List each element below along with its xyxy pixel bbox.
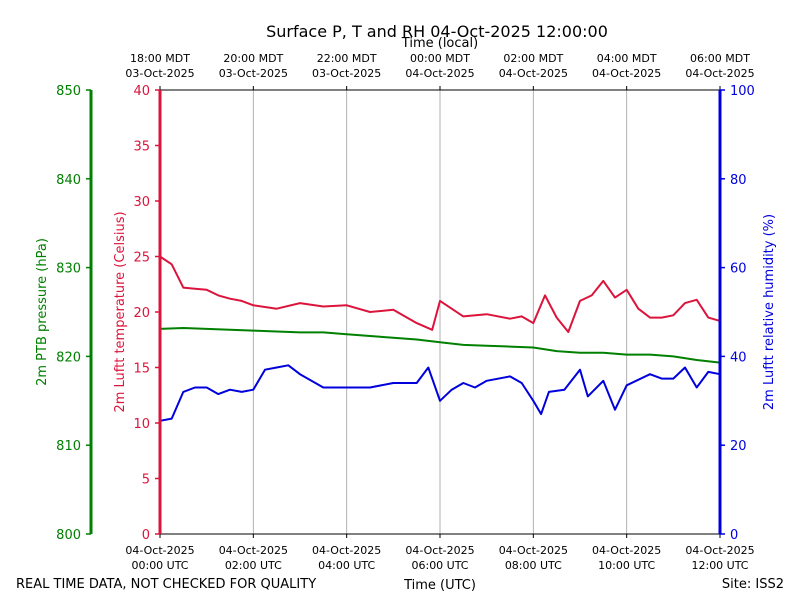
pressure-tick-label: 800 — [56, 528, 81, 543]
site-label: Site: ISS2 — [722, 577, 784, 592]
temperature-tick-label: 0 — [142, 528, 150, 543]
grid-layer — [252, 90, 628, 534]
top-tick-date: 04-Oct-2025 — [499, 67, 568, 80]
quality-disclaimer: REAL TIME DATA, NOT CHECKED FOR QUALITY — [16, 577, 316, 592]
humidity-axis-title: 2m Luftt relative humidity (%) — [762, 214, 777, 410]
bottom-tick-date: 04-Oct-2025 — [685, 544, 754, 557]
temperature-tick-label: 20 — [133, 306, 150, 321]
temperature-axis-title: 2m Luftt temperature (Celsius) — [113, 211, 128, 412]
bottom-tick-time: 10:00 UTC — [598, 559, 655, 572]
humidity-series-line — [159, 364, 721, 422]
humidity-tick-label: 60 — [730, 262, 747, 277]
bottom-tick-date: 04-Oct-2025 — [312, 544, 381, 557]
top-tick-date: 04-Oct-2025 — [685, 67, 754, 80]
bottom-axis-title: Time (UTC) — [403, 578, 476, 593]
bottom-tick-time: 08:00 UTC — [505, 559, 562, 572]
axes-layer: 04-Oct-2025 00:00 UTC 04-Oct-2025 02:00 UTC… — [56, 52, 755, 572]
pressure-tick-label: 810 — [56, 439, 81, 454]
temperature-tick-label: 40 — [133, 84, 150, 99]
humidity-tick-label: 0 — [730, 528, 738, 543]
humidity-tick-label: 20 — [730, 439, 747, 454]
temperature-tick-label: 10 — [133, 417, 150, 432]
top-tick-time: 02:00 MDT — [503, 52, 563, 65]
top-tick-time: 00:00 MDT — [410, 52, 470, 65]
bottom-tick-date: 04-Oct-2025 — [405, 544, 474, 557]
humidity-tick-label: 40 — [730, 350, 747, 365]
top-tick-date: 04-Oct-2025 — [592, 67, 661, 80]
temperature-tick-label: 15 — [133, 362, 150, 377]
temperature-tick-label: 5 — [142, 473, 150, 488]
series-layer — [159, 255, 721, 422]
top-tick-date: 04-Oct-2025 — [405, 67, 474, 80]
top-tick-date: 03-Oct-2025 — [219, 67, 288, 80]
temperature-series-line — [159, 255, 721, 333]
humidity-tick-label: 80 — [730, 173, 747, 188]
top-tick-time: 20:00 MDT — [223, 52, 283, 65]
humidity-tick-label: 100 — [730, 84, 755, 99]
bottom-tick-date: 04-Oct-2025 — [219, 544, 288, 557]
bottom-tick-time: 02:00 UTC — [225, 559, 282, 572]
chart-title: Surface P, T and RH 04-Oct-2025 12:00:00 — [266, 22, 608, 41]
pressure-tick-label: 850 — [56, 84, 81, 99]
top-axis-title: Time (local) — [401, 36, 478, 51]
temperature-tick-label: 30 — [133, 195, 150, 210]
pressure-tick-label: 830 — [56, 262, 81, 277]
pressure-tick-label: 820 — [56, 350, 81, 365]
bottom-tick-date: 04-Oct-2025 — [125, 544, 194, 557]
top-tick-time: 06:00 MDT — [690, 52, 750, 65]
bottom-tick-time: 12:00 UTC — [691, 559, 748, 572]
bottom-tick-time: 00:00 UTC — [131, 559, 188, 572]
bottom-tick-date: 04-Oct-2025 — [592, 544, 661, 557]
pressure-series-line — [159, 327, 721, 364]
bottom-tick-time: 06:00 UTC — [411, 559, 468, 572]
pressure-tick-label: 840 — [56, 173, 81, 188]
pressure-axis-title: 2m PTB pressure (hPa) — [35, 238, 50, 386]
temperature-tick-label: 25 — [133, 251, 150, 266]
top-tick-time: 04:00 MDT — [597, 52, 657, 65]
bottom-tick-date: 04-Oct-2025 — [499, 544, 568, 557]
top-tick-date: 03-Oct-2025 — [125, 67, 194, 80]
top-tick-time: 18:00 MDT — [130, 52, 190, 65]
temperature-tick-label: 35 — [133, 140, 150, 155]
top-tick-date: 03-Oct-2025 — [312, 67, 381, 80]
top-tick-time: 22:00 MDT — [317, 52, 377, 65]
bottom-tick-time: 04:00 UTC — [318, 559, 375, 572]
